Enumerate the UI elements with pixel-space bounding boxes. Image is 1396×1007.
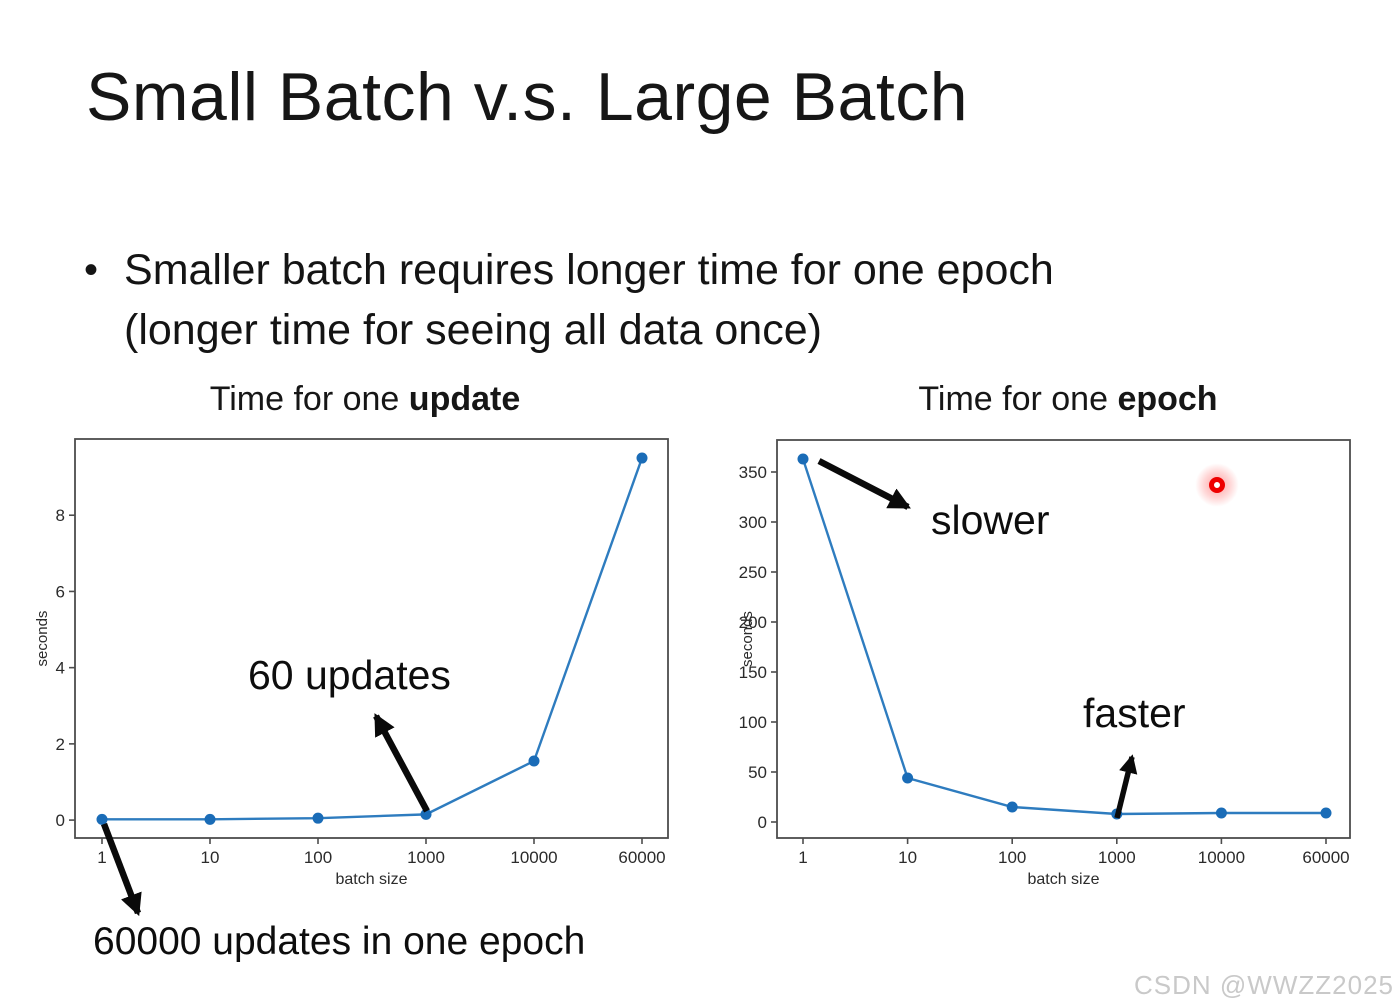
bullet-text: Smaller batch requires longer time for o…	[124, 240, 1054, 360]
y-tick-label: 8	[56, 506, 65, 525]
data-point	[1320, 807, 1332, 819]
y-tick-label: 250	[739, 563, 767, 582]
x-tick-label: 1000	[1098, 848, 1136, 867]
update-chart-title-bold: update	[408, 380, 521, 418]
bullet-line-2: (longer time for seeing all data once)	[124, 306, 822, 354]
epoch-chart: 0 50 100 150 200 250 300 350 1 10 100 1000 10000 6000…	[739, 439, 1351, 888]
plot-border	[74, 438, 669, 839]
y-tick-label: 2	[56, 735, 65, 754]
y-tick-label: 100	[739, 713, 767, 732]
x-tick-label: 100	[998, 848, 1026, 867]
data-point	[636, 452, 648, 464]
x-tick-label: 1000	[407, 848, 445, 867]
y-axis-label: seconds	[739, 611, 756, 667]
y-tick-label: 4	[56, 659, 65, 678]
x-tick-label: 1	[798, 848, 807, 867]
x-tick-label: 60000	[1302, 848, 1349, 867]
data-line	[102, 457, 644, 821]
update-chart: 0 2 4 6 8 1 10 100 1000 10000 60000 batch size secon…	[34, 438, 669, 888]
laser-pointer-dot	[1209, 477, 1225, 493]
watermark: CSDN @WWZZ2025	[1134, 970, 1394, 1000]
y-axis-label: seconds	[34, 611, 51, 667]
data-point	[528, 755, 540, 767]
y-tick-label: 300	[739, 513, 767, 532]
data-point	[1006, 801, 1018, 813]
x-axis-label: batch size	[1027, 871, 1099, 888]
y-tick-label: 6	[56, 582, 65, 601]
x-tick-label: 10	[898, 848, 917, 867]
data-point	[1215, 807, 1227, 819]
data-point	[797, 453, 809, 465]
y-tick-label: 350	[739, 463, 767, 482]
update-chart-title-prefix: Time for one	[209, 380, 409, 418]
x-tick-label: 10	[201, 848, 220, 867]
epoch-chart-title: Time for one epoch	[740, 380, 1396, 419]
epoch-chart-title-bold: epoch	[1117, 380, 1218, 418]
update-chart-title: Time for one update	[35, 380, 695, 419]
bullet-item: • Smaller batch requires longer time for…	[84, 240, 1054, 360]
x-tick-label: 1	[97, 848, 106, 867]
y-tick-label: 200	[739, 613, 767, 632]
data-point	[96, 813, 108, 825]
page-title: Small Batch v.s. Large Batch	[86, 59, 969, 135]
x-tick-label: 60000	[618, 848, 665, 867]
data-point	[1111, 808, 1123, 820]
y-tick-label: 50	[748, 763, 767, 782]
x-tick-label: 10000	[1198, 848, 1245, 867]
data-point	[204, 813, 216, 825]
laser-pointer-glow	[1195, 463, 1239, 507]
y-tick-label: 0	[56, 811, 65, 830]
data-point	[312, 812, 324, 824]
y-tick-label: 150	[739, 663, 767, 682]
data-point	[420, 808, 432, 820]
x-axis-label: batch size	[335, 871, 407, 888]
bullet-glyph: •	[84, 248, 99, 292]
annotation-60000-updates: 60000 updates in one epoch	[93, 920, 586, 963]
annotation-60-updates: 60 updates	[248, 652, 451, 698]
annotation-slower: slower	[931, 497, 1050, 543]
x-tick-label: 10000	[510, 848, 557, 867]
plot-border	[776, 439, 1351, 839]
x-tick-label: 100	[304, 848, 332, 867]
data-point	[902, 772, 914, 784]
data-line	[801, 458, 1326, 816]
annotation-faster: faster	[1083, 690, 1186, 736]
epoch-chart-title-prefix: Time for one	[918, 380, 1118, 418]
y-tick-label: 0	[758, 813, 767, 832]
bullet-line-1: Smaller batch requires longer time for o…	[124, 246, 1054, 294]
